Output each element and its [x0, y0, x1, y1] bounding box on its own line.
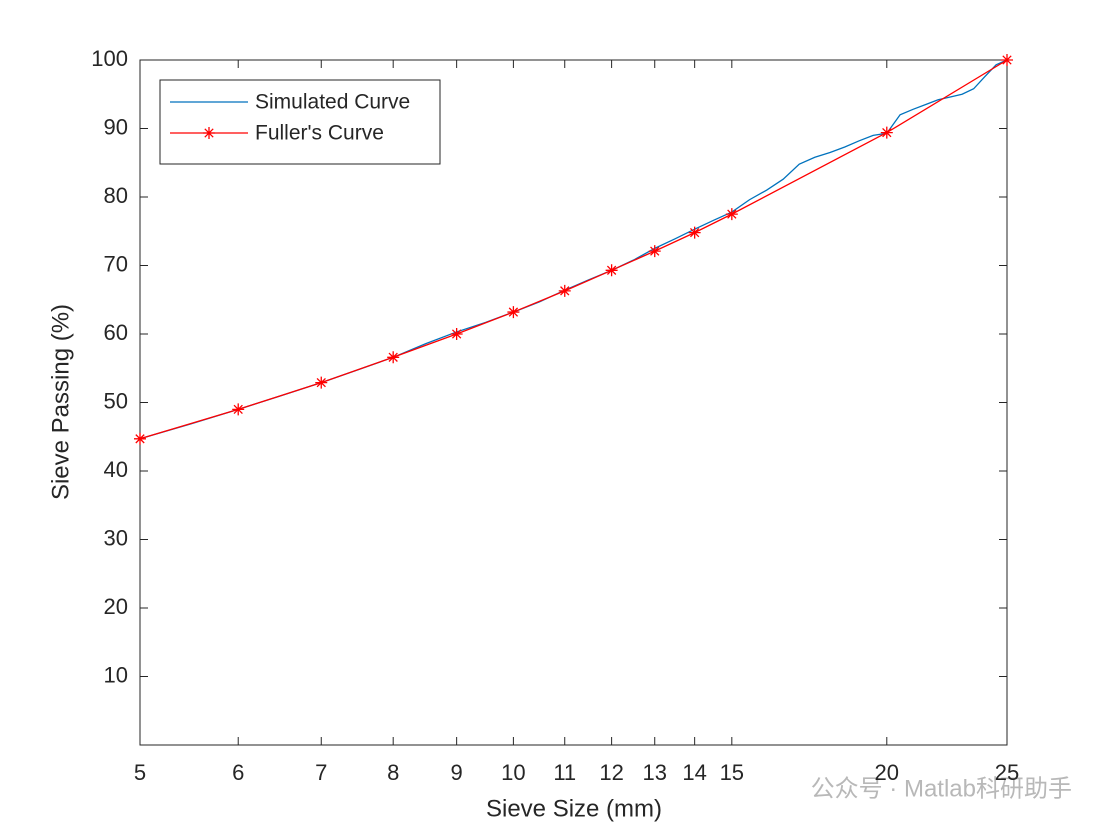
x-tick-label: 9 — [451, 760, 463, 785]
x-tick-label: 5 — [134, 760, 146, 785]
marker — [725, 208, 738, 221]
x-tick-label: 11 — [553, 760, 576, 785]
marker — [880, 126, 893, 139]
marker — [507, 306, 520, 319]
legend-box — [159, 79, 441, 165]
plot-area — [139, 59, 1008, 746]
x-tick-label: 8 — [387, 760, 399, 785]
y-tick-label: 70 — [104, 251, 128, 276]
legend-marker — [203, 127, 215, 139]
x-tick-label: 25 — [995, 760, 1019, 785]
x-tick-label: 15 — [720, 760, 744, 785]
y-tick-label: 100 — [91, 46, 128, 71]
x-tick-label: 10 — [501, 760, 525, 785]
marker — [134, 432, 146, 445]
marker — [315, 376, 328, 389]
x-tick-label: 14 — [682, 760, 706, 785]
y-tick-label: 60 — [104, 320, 128, 345]
marker — [387, 351, 400, 364]
x-tick-label: 12 — [599, 760, 623, 785]
marker — [558, 284, 571, 297]
y-axis-label: Sieve Passing (%) — [47, 304, 74, 500]
y-tick-label: 10 — [104, 662, 128, 687]
x-tick-label: 20 — [875, 760, 899, 785]
marker — [648, 245, 661, 258]
y-tick-label: 30 — [104, 525, 128, 550]
marker — [232, 403, 245, 416]
legend-label: Fuller's Curve — [255, 122, 384, 145]
y-tick-label: 40 — [104, 457, 128, 482]
marker — [605, 264, 618, 277]
y-tick-label: 80 — [104, 183, 128, 208]
x-tick-label: 13 — [642, 760, 666, 785]
marker — [450, 328, 463, 340]
y-tick-label: 20 — [104, 594, 128, 619]
marker — [1001, 54, 1013, 66]
x-tick-label: 7 — [315, 760, 327, 785]
y-tick-label: 90 — [104, 114, 128, 139]
watermark: 公众号 · Matlab科研助手 — [811, 775, 1072, 802]
marker — [688, 226, 701, 239]
legend-label: Simulated Curve — [255, 91, 410, 114]
x-axis-label: Sieve Size (mm) — [486, 795, 662, 822]
x-tick-label: 6 — [232, 760, 244, 785]
y-tick-label: 50 — [104, 388, 128, 413]
